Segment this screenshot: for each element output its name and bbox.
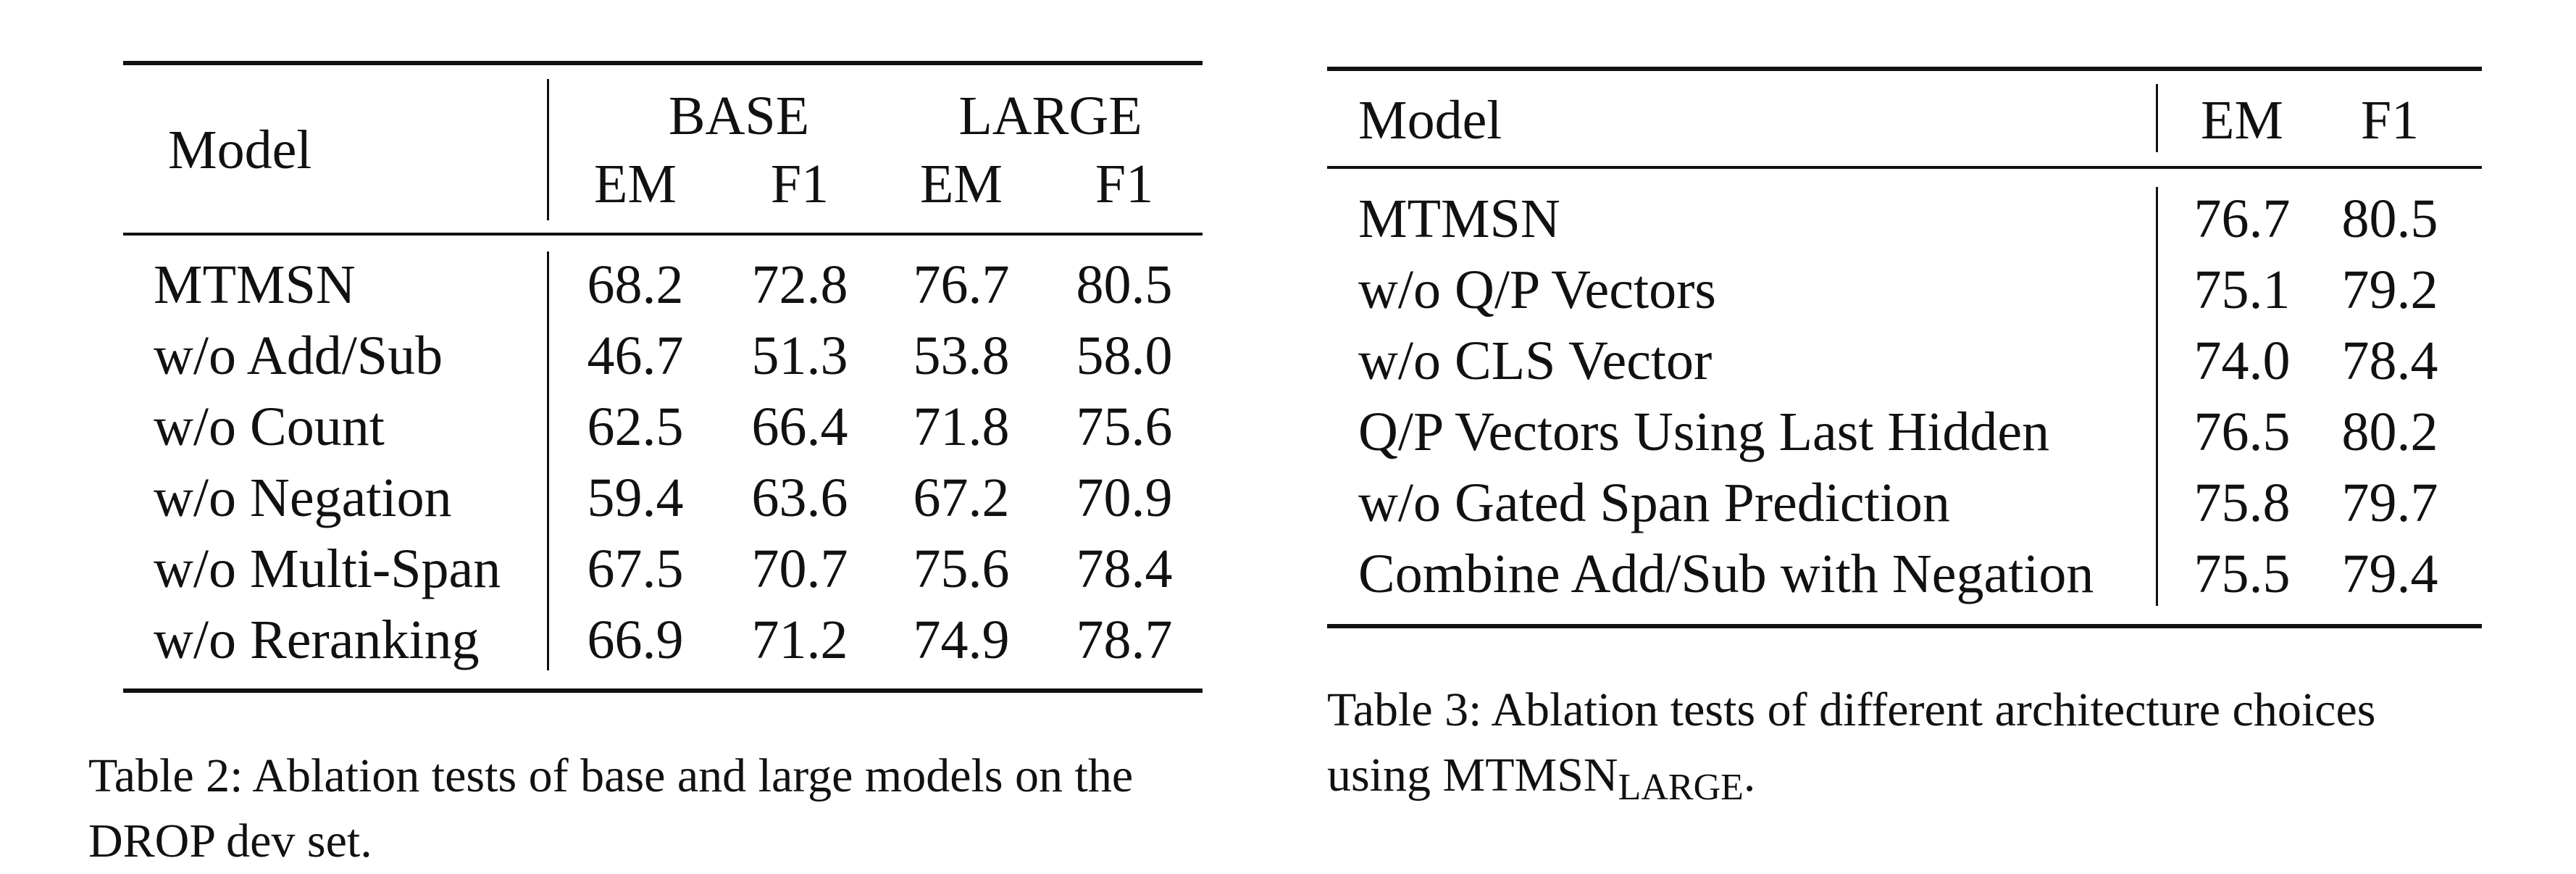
header-em: EM [2201,90,2283,151]
table-top-rule [1327,67,2482,71]
cell-base-f1: 72.8 [751,254,848,315]
row-model: w/o Q/P Vectors [1358,259,1716,320]
cell-em: 75.8 [2194,473,2291,533]
cell-f1: 79.2 [2341,259,2438,320]
column-divider [547,251,549,670]
cell-base-em: 59.4 [587,467,684,528]
row-model: w/o Multi-Span [154,538,501,599]
cell-base-em: 66.9 [587,609,684,670]
cell-em: 74.0 [2194,330,2291,391]
cell-f1: 79.4 [2341,544,2438,604]
cell-base-f1: 71.2 [751,609,848,670]
row-model: w/o Count [154,396,385,457]
table-header-rule [1327,166,2482,169]
header-model: Model [168,120,312,180]
row-model: Combine Add/Sub with Negation [1358,544,2094,604]
cell-base-em: 67.5 [587,538,684,599]
cell-base-f1: 63.6 [751,467,848,528]
row-model: w/o Add/Sub [154,325,443,386]
header-group-base: BASE [668,86,810,146]
cell-large-em: 76.7 [913,254,1010,315]
cell-large-em: 71.8 [913,396,1010,457]
caption-line: Table 2: Ablation tests of base and larg… [88,749,1134,802]
header-f1: F1 [2360,90,2420,151]
table-2: Model BASE LARGE EM F1 EM F1 MTMSN 68.2 … [123,61,1203,694]
row-model: MTMSN [1358,188,1560,249]
caption-subscript: LARGE [1618,767,1744,808]
column-divider [547,79,549,220]
header-base-em: EM [594,154,677,215]
table-bottom-rule [123,688,1203,693]
cell-large-f1: 75.6 [1076,396,1173,457]
table-header-rule [123,233,1203,236]
row-model: w/o Gated Span Prediction [1358,473,1950,533]
column-divider [2156,187,2158,606]
cell-em: 75.1 [2194,259,2291,320]
caption-line: DROP dev set. [88,815,372,867]
cell-large-f1: 78.4 [1076,538,1173,599]
cell-em: 76.7 [2194,188,2291,249]
row-model: MTMSN [154,254,356,315]
cell-large-f1: 78.7 [1076,609,1173,670]
row-model: w/o Reranking [154,609,480,670]
header-base-f1: F1 [770,154,829,215]
cell-em: 76.5 [2194,401,2291,462]
table-top-rule [123,61,1203,65]
cell-large-f1: 58.0 [1076,325,1173,386]
cell-base-f1: 66.4 [751,396,848,457]
table-3: Model EM F1 MTMSN 76.7 80.5 w/o Q/P Vect… [1327,67,2482,632]
cell-f1: 79.7 [2341,473,2438,533]
cell-base-em: 68.2 [587,254,684,315]
cell-large-em: 75.6 [913,538,1010,599]
caption-line: using MTMSNLARGE. [1327,743,2375,820]
cell-base-em: 62.5 [587,396,684,457]
cell-base-f1: 51.3 [751,325,848,386]
cell-large-f1: 70.9 [1076,467,1173,528]
caption-text: using MTMSN [1327,749,1618,802]
table-bottom-rule [1327,624,2482,628]
row-model: w/o Negation [154,467,452,528]
header-large-em: EM [920,154,1003,215]
header-large-f1: F1 [1095,154,1154,215]
cell-large-f1: 80.5 [1076,254,1173,315]
cell-large-em: 74.9 [913,609,1010,670]
row-model: Q/P Vectors Using Last Hidden [1358,401,2050,462]
row-model: w/o CLS Vector [1358,330,1713,391]
caption-period: . [1743,749,1756,802]
column-divider [2156,84,2158,152]
cell-large-em: 53.8 [913,325,1010,386]
caption-line: Table 3: Ablation tests of different arc… [1327,683,2376,736]
cell-f1: 80.5 [2341,188,2438,249]
table-2-caption: Table 2: Ablation tests of base and larg… [88,744,1133,874]
header-group-large: LARGE [958,86,1142,146]
header-model: Model [1358,90,1502,151]
cell-base-em: 46.7 [587,325,684,386]
cell-base-f1: 70.7 [751,538,848,599]
cell-em: 75.5 [2194,544,2291,604]
cell-large-em: 67.2 [913,467,1010,528]
table-3-caption: Table 3: Ablation tests of different arc… [1327,678,2375,820]
cell-f1: 80.2 [2341,401,2438,462]
cell-f1: 78.4 [2341,330,2438,391]
